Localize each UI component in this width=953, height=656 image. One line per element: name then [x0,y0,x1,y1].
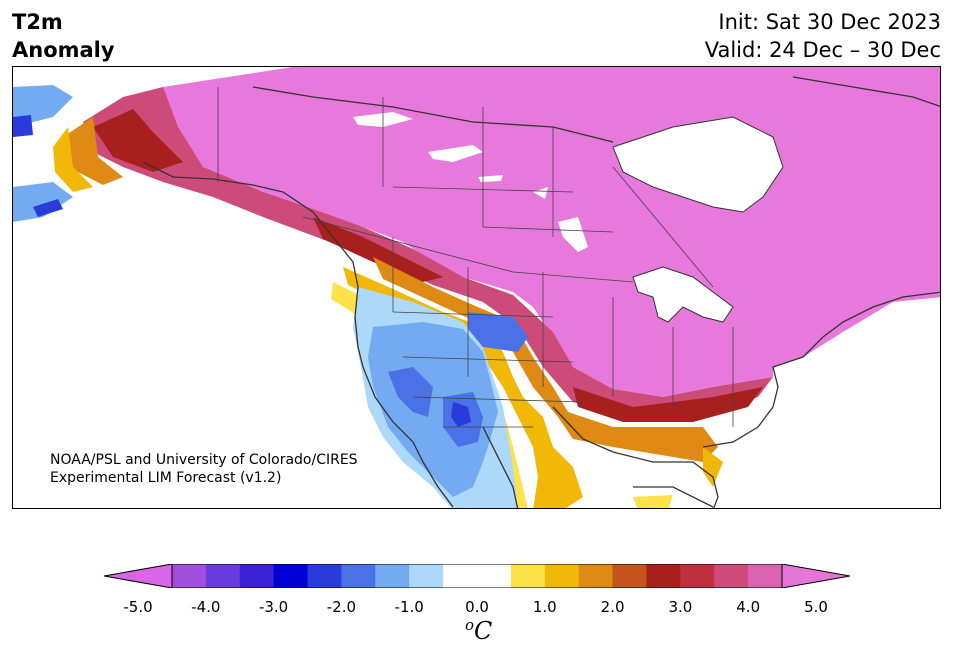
unit-base: C [474,617,493,645]
colorbar-cell [409,564,444,588]
colorbar-tick-label: -2.0 [326,598,357,616]
colorbar-cells [172,564,783,588]
colorbar-right-arrow [781,564,850,588]
warm-band-red [83,87,773,417]
colorbar-cell [510,564,546,588]
colorbar-tick-label: -5.0 [123,598,153,616]
title-line-2: Anomaly [12,38,115,62]
coastlines [142,76,940,508]
colorbar-tick-label: 5.0 [804,598,828,616]
colorbar-cell [748,564,783,588]
colorbar-cell [680,564,715,588]
colorbar-cell [273,564,309,588]
hudson-bay [612,116,784,213]
colorbar-outline [171,564,783,588]
colorbar-tick-label: 4.0 [736,598,761,616]
great-lakes [632,266,734,323]
colorbar-cell [443,564,478,588]
colorbar-tick-label: -3.0 [258,598,289,616]
warm-band-orange [63,117,718,462]
colorbar-cell [612,564,647,588]
colorbar-tick-label: 3.0 [668,598,693,616]
colorbar-cell [646,564,681,588]
colorbar-unit: oC [465,616,492,645]
colorbar-cell [477,564,512,588]
map-canvas: NOAA/PSL and University of Colorado/CIRE… [13,67,940,508]
northern-lakes [353,112,588,252]
anomaly-map: NOAA/PSL and University of Colorado/CIRE… [12,66,941,509]
colorbar-left-arrow [104,564,173,588]
warm-band-darkred [93,109,763,422]
colorbar-tick-label: -4.0 [191,598,221,616]
map-title: T2m Anomaly [12,8,115,64]
forecast-dates: Init: Sat 30 Dec 2023 Valid: 24 Dec – 30… [705,8,941,64]
credit-line-2: Experimental LIM Forecast (v1.2) [50,470,281,486]
colorbar-cell [375,564,410,588]
colorbar-cell [239,564,275,588]
colorbar-cell [341,564,376,588]
colorbar-cell [578,564,614,588]
colorbar [104,564,850,588]
colorbar-cell [172,564,207,588]
colorbar-cell [307,564,342,588]
colorbar-cell [544,564,580,588]
title-line-1: T2m [12,10,63,34]
cold-region-mid [368,322,498,497]
colorbar-tick-label: -1.0 [394,598,424,616]
political-borders [217,87,734,428]
valid-range: Valid: 24 Dec – 30 Dec [704,38,941,62]
alaska-cold-strong [13,115,63,217]
credit-line-1: NOAA/PSL and University of Colorado/CIRE… [50,452,358,468]
unit-superscript: o [465,616,475,634]
colorbar-tick-label: 0.0 [465,598,489,616]
colorbar-tick-label: 2.0 [600,598,625,616]
colorbar-cell [205,564,241,588]
cold-region-core [451,402,471,427]
cold-region-strong [388,312,528,447]
init-date: Init: Sat 30 Dec 2023 [718,10,941,34]
colorbar-tick-label: 1.0 [532,598,557,616]
colorbar-cell [714,564,749,588]
